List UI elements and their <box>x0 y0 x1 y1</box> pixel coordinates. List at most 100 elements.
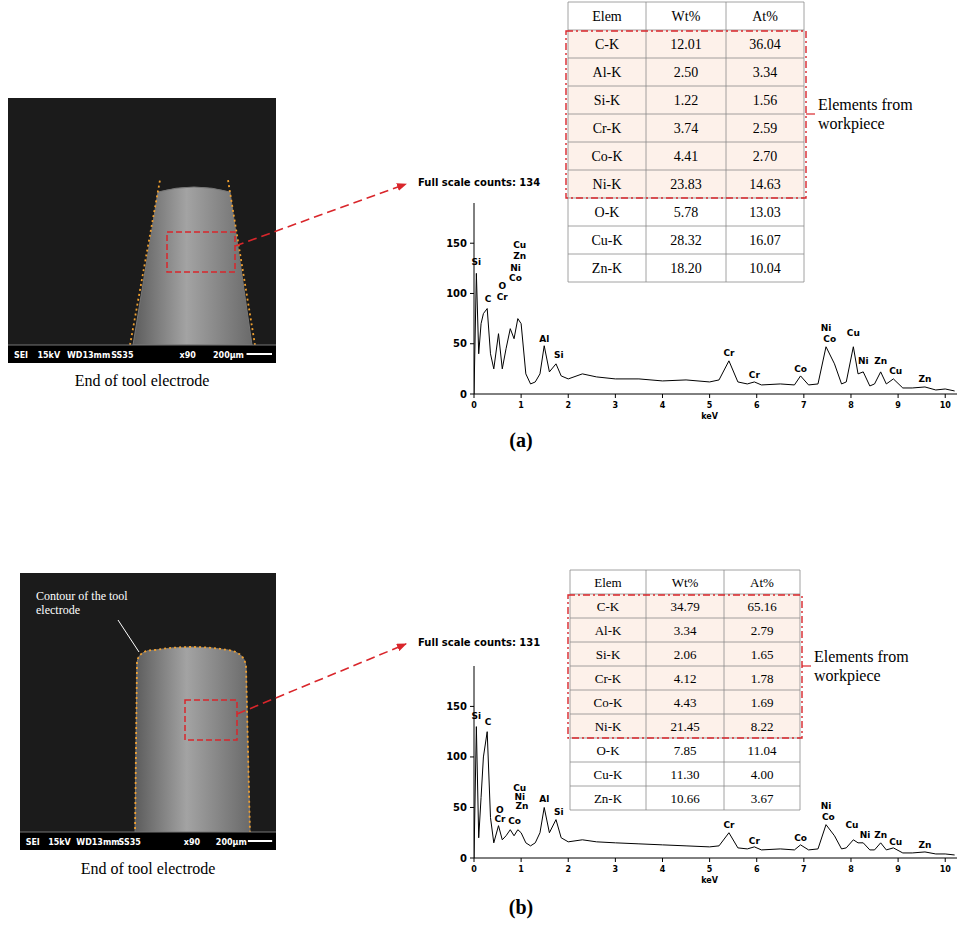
peak-label: Cr <box>497 292 509 302</box>
table-rule <box>568 226 804 227</box>
x-tick-label: 3 <box>613 401 619 410</box>
tool-contour <box>130 180 255 345</box>
row-fill <box>570 594 800 618</box>
x-tick-label: 0 <box>471 865 477 874</box>
tool-contour <box>135 647 250 834</box>
x-tick-label: 6 <box>754 401 760 410</box>
caption: End of tool electrode <box>81 860 216 877</box>
x-tick <box>662 394 663 398</box>
peak-label: Co <box>794 833 807 843</box>
table-rule <box>568 2 569 282</box>
x-tick <box>615 858 616 862</box>
table-cell: Ni-K <box>595 719 622 734</box>
scale-bar <box>248 840 272 842</box>
x-axis-title: keV <box>701 412 719 421</box>
x-tick <box>709 394 710 398</box>
table-cell: 2.79 <box>751 623 774 638</box>
sem-background <box>20 573 276 850</box>
peak-label: Ni <box>858 356 869 366</box>
x-tick-label: 2 <box>565 401 571 410</box>
table-cell: 4.41 <box>674 149 699 164</box>
table-cell: 3.34 <box>674 623 697 638</box>
table-cell: 1.22 <box>674 93 699 108</box>
group-label: Elements fromworkpiece <box>818 96 913 133</box>
peak-label: Zn <box>513 251 526 261</box>
sem-info-bar <box>20 832 276 850</box>
row-fill <box>568 142 804 170</box>
x-tick-label: 7 <box>801 865 807 874</box>
eds-table: ElemWt%At%C-K34.7965.16Al-K3.342.79Si-K2… <box>568 570 811 810</box>
table-cell: 23.83 <box>670 177 702 192</box>
x-tick-label: 10 <box>940 401 952 410</box>
table-cell: 12.01 <box>670 37 702 52</box>
sem-info-text: SEI <box>26 838 40 847</box>
sem-background <box>8 98 276 363</box>
table-rule <box>570 618 800 619</box>
peak-label: Zn <box>918 374 931 384</box>
scale-bar <box>247 353 272 355</box>
table-cell: 1.69 <box>751 695 774 710</box>
table-header: At% <box>750 575 774 590</box>
sem-info-bar <box>8 345 276 363</box>
x-tick <box>568 394 569 398</box>
peak-label: Si <box>554 350 564 360</box>
x-tick-label: 5 <box>707 865 713 874</box>
table-cell: Al-K <box>595 623 622 638</box>
row-fill <box>570 618 800 642</box>
peak-label: Ni <box>510 263 521 273</box>
peak-label: Co <box>794 364 807 374</box>
table-cell: 14.63 <box>749 177 781 192</box>
sem-info-divider <box>8 345 276 346</box>
text-line: workpiece <box>818 115 885 133</box>
table-cell: O-K <box>595 205 620 220</box>
table-header: At% <box>752 9 778 24</box>
y-tick <box>470 756 474 757</box>
table-header: Elem <box>592 9 622 24</box>
row-fill <box>568 86 804 114</box>
row-fill <box>570 714 800 738</box>
x-tick-label: 4 <box>660 865 666 874</box>
sem-info-text: 200μm <box>216 838 247 847</box>
group-connector <box>802 665 811 666</box>
x-tick <box>756 858 757 862</box>
table-rule <box>646 570 647 810</box>
peak-label: Ni <box>821 801 832 811</box>
axis-line <box>474 858 957 859</box>
x-tick <box>568 858 569 862</box>
sem-info-text: 200μm <box>213 351 244 360</box>
peak-label: Si <box>472 257 482 267</box>
row-fill <box>568 30 804 58</box>
text-line: electrode <box>36 603 80 617</box>
x-tick <box>756 394 757 398</box>
table-cell: Zn-K <box>594 791 623 806</box>
y-tick <box>470 243 474 244</box>
tool-electrode <box>133 187 252 345</box>
x-tick <box>850 858 851 862</box>
x-tick <box>898 394 899 398</box>
callout-arrow <box>237 644 406 714</box>
table-rule <box>570 762 800 763</box>
x-tick-label: 10 <box>940 865 952 874</box>
peak-label: Al <box>539 334 549 344</box>
row-fill <box>570 666 800 690</box>
table-cell: Al-K <box>593 65 622 80</box>
table-rule <box>570 642 800 643</box>
table-rule <box>570 666 800 667</box>
table-cell: 1.65 <box>751 647 774 662</box>
tool-electrode <box>135 647 250 834</box>
x-tick-label: 3 <box>613 865 619 874</box>
peak-label: Zn <box>874 830 887 840</box>
y-tick-label: 150 <box>446 238 467 249</box>
table-cell: 4.12 <box>674 671 697 686</box>
sem-info-text: 15kV <box>48 838 71 847</box>
spectrum-line <box>474 273 955 394</box>
table-cell: Zn-K <box>592 261 622 276</box>
peak-label: Si <box>554 807 564 817</box>
x-tick <box>709 858 710 862</box>
x-tick <box>474 858 475 862</box>
peak-label: Cu <box>889 837 902 847</box>
table-header: Wt% <box>672 9 701 24</box>
y-tick <box>470 807 474 808</box>
peak-label: Cu <box>847 328 860 338</box>
peak-label: Co <box>509 273 522 283</box>
